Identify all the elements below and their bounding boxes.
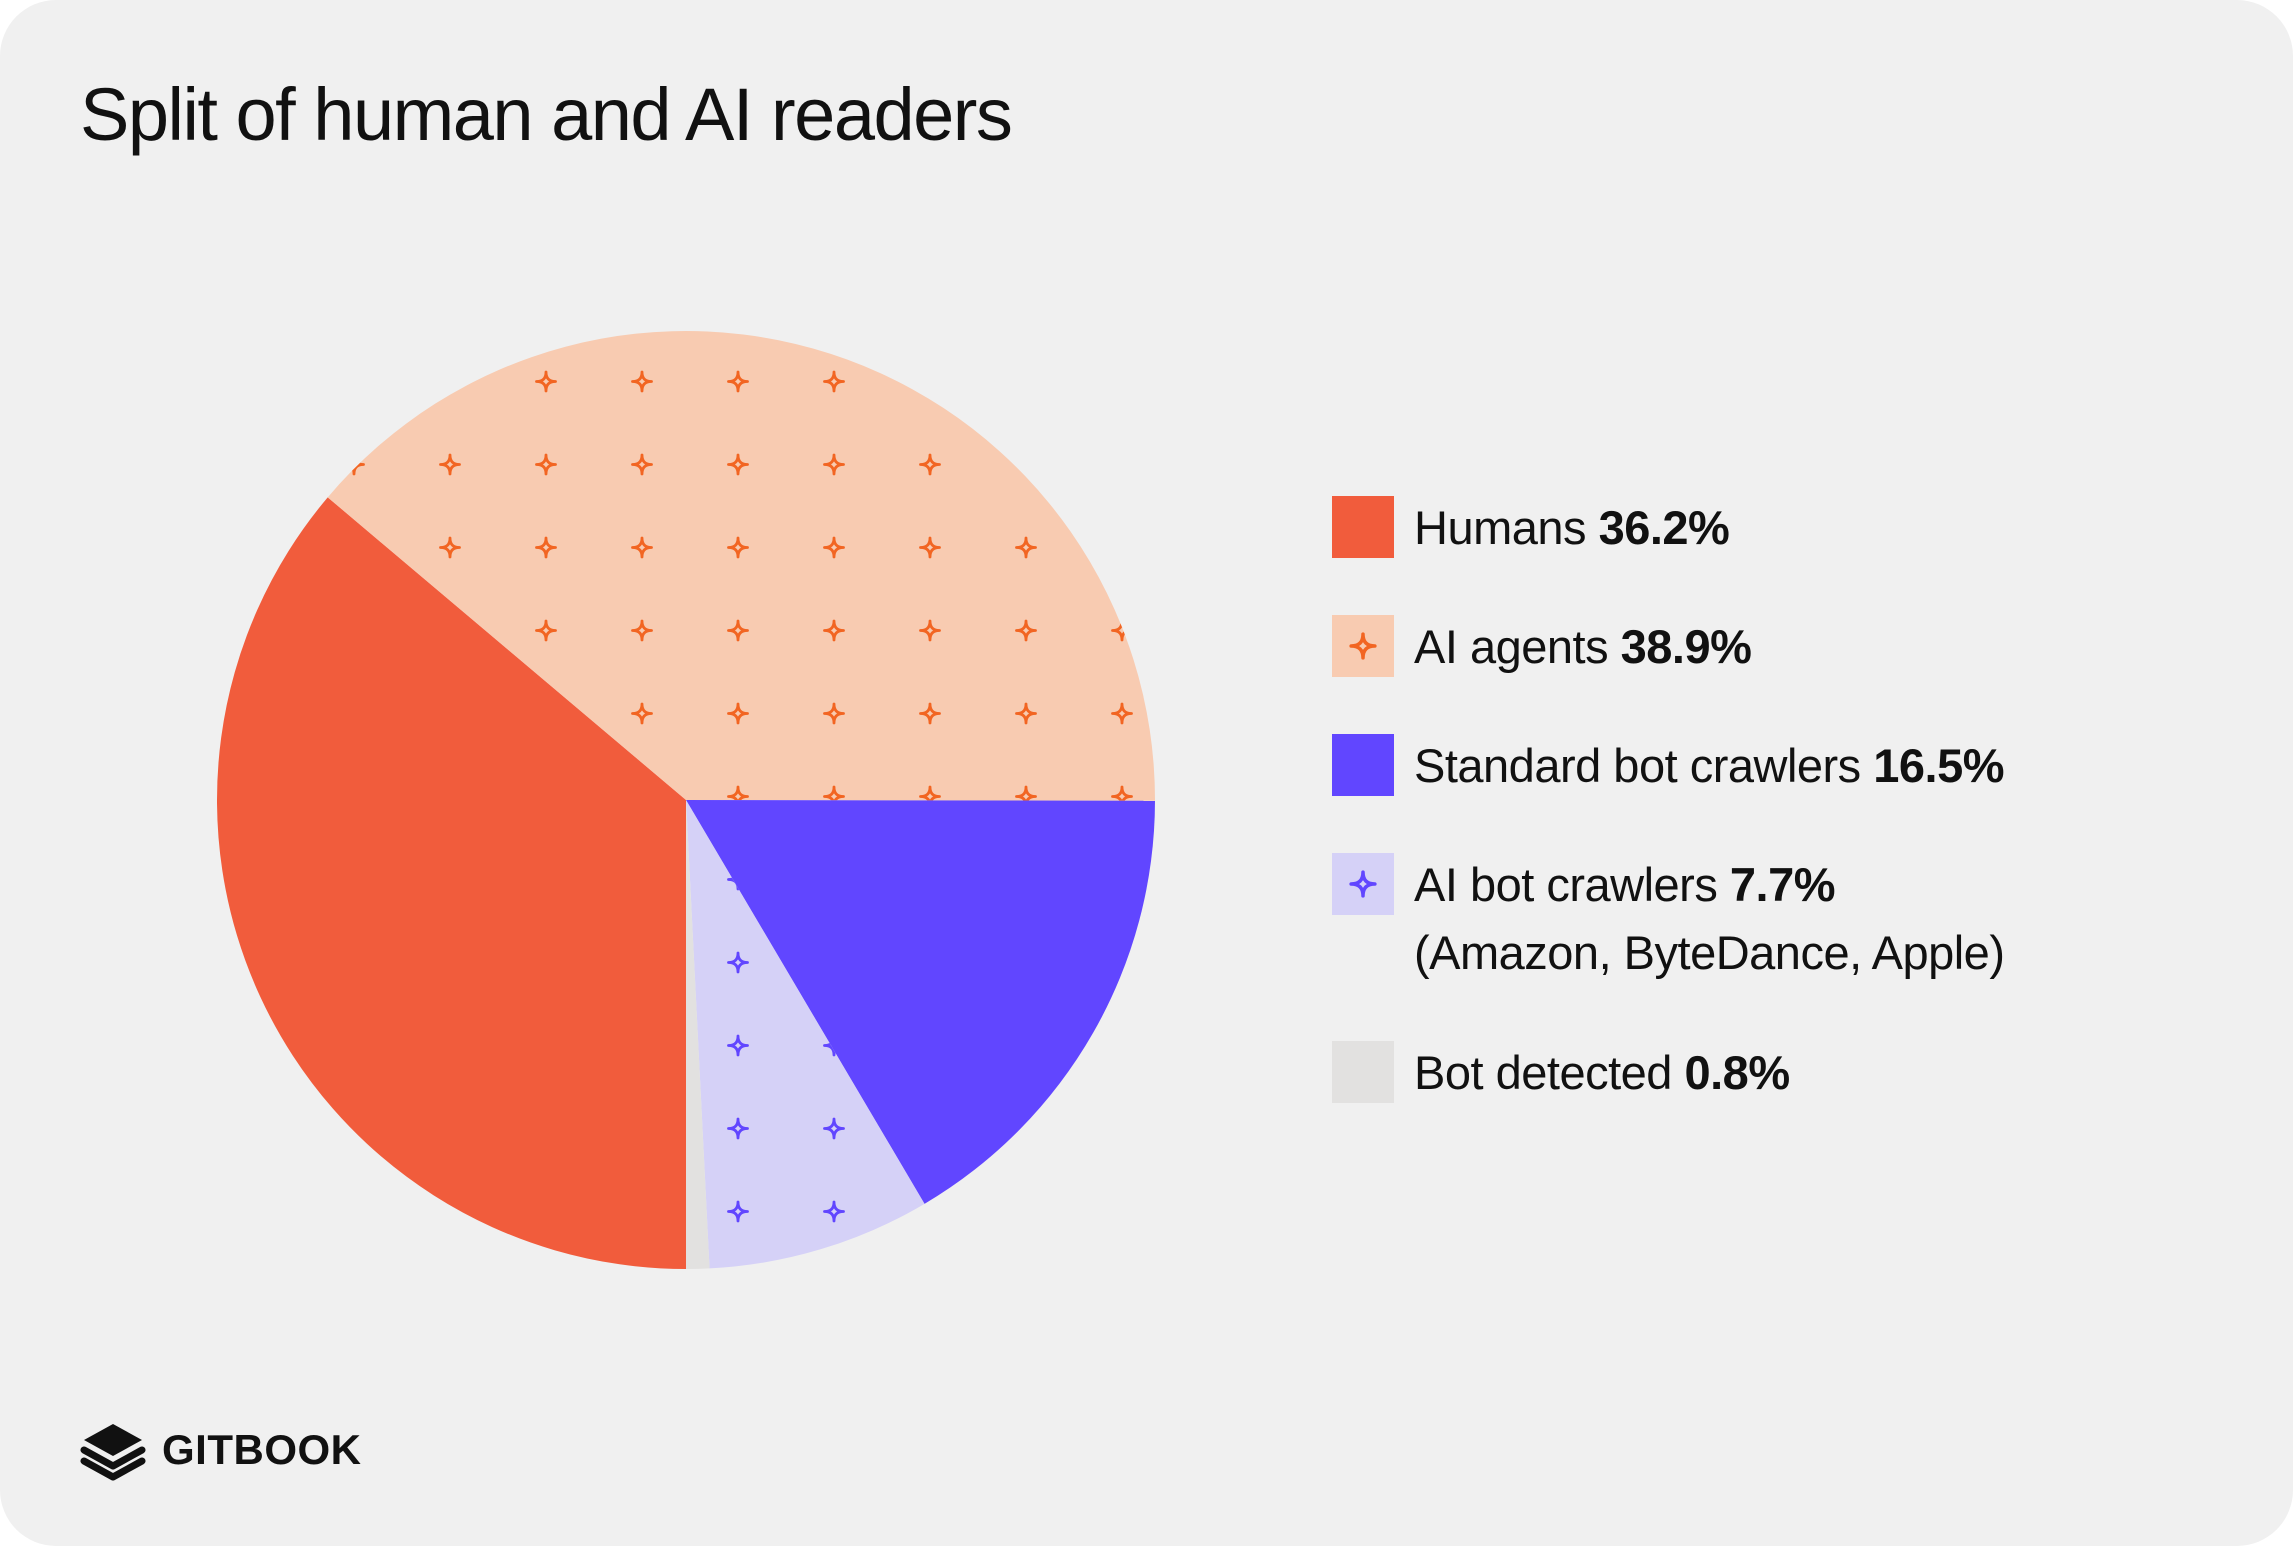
legend-swatch-humans [1332, 496, 1394, 558]
legend-value-ai-agents: 38.9% [1620, 620, 1752, 673]
pie-slice-standard-bot-crawlers [686, 800, 1155, 1204]
legend-value-bot-detected: 0.8% [1684, 1046, 1790, 1099]
legend-swatch-ai-agents [1332, 615, 1394, 677]
legend-swatch-standard-bot-crawlers [1332, 734, 1394, 796]
legend-note-ai-bot-crawlers: (Amazon, ByteDance, Apple) [1414, 926, 2005, 979]
legend-label-ai-bot-crawlers: AI bot crawlers [1414, 858, 1718, 911]
legend-item-ai-agents: AI agents 38.9% [1332, 615, 2232, 677]
legend-item-bot-detected: Bot detected 0.8% [1332, 1041, 2232, 1103]
legend-item-ai-bot-crawlers: AI bot crawlers 7.7% (Amazon, ByteDance,… [1332, 853, 2232, 979]
legend-value-humans: 36.2% [1598, 501, 1730, 554]
pie-slice-bot-detected [686, 800, 710, 1269]
pie-slice-ai-agents [327, 330, 1155, 801]
legend-item-humans: Humans 36.2% [1332, 496, 2232, 558]
legend-label-bot-detected: Bot detected [1414, 1046, 1672, 1099]
legend-value-ai-bot-crawlers: 7.7% [1729, 858, 1836, 911]
legend-swatch-ai-bot-crawlers [1332, 853, 1394, 915]
legend-label-ai-agents: AI agents [1414, 620, 1609, 673]
legend-label-humans: Humans [1414, 501, 1587, 554]
legend-swatch-bot-detected [1332, 1041, 1394, 1103]
legend-item-standard-bot-crawlers: Standard bot crawlers 16.5% [1332, 734, 2232, 796]
pie-slice-ai-bot-crawlers [686, 800, 925, 1269]
brand-name: GITBOOK [162, 1426, 362, 1473]
chart-title: Split of human and AI readers [80, 73, 1013, 156]
legend-value-standard-bot-crawlers: 16.5% [1873, 739, 2005, 792]
pie-slice-humans [216, 497, 686, 1269]
legend-label-standard-bot-crawlers: Standard bot crawlers [1414, 739, 1861, 792]
gitbook-logo-icon [80, 1424, 146, 1481]
